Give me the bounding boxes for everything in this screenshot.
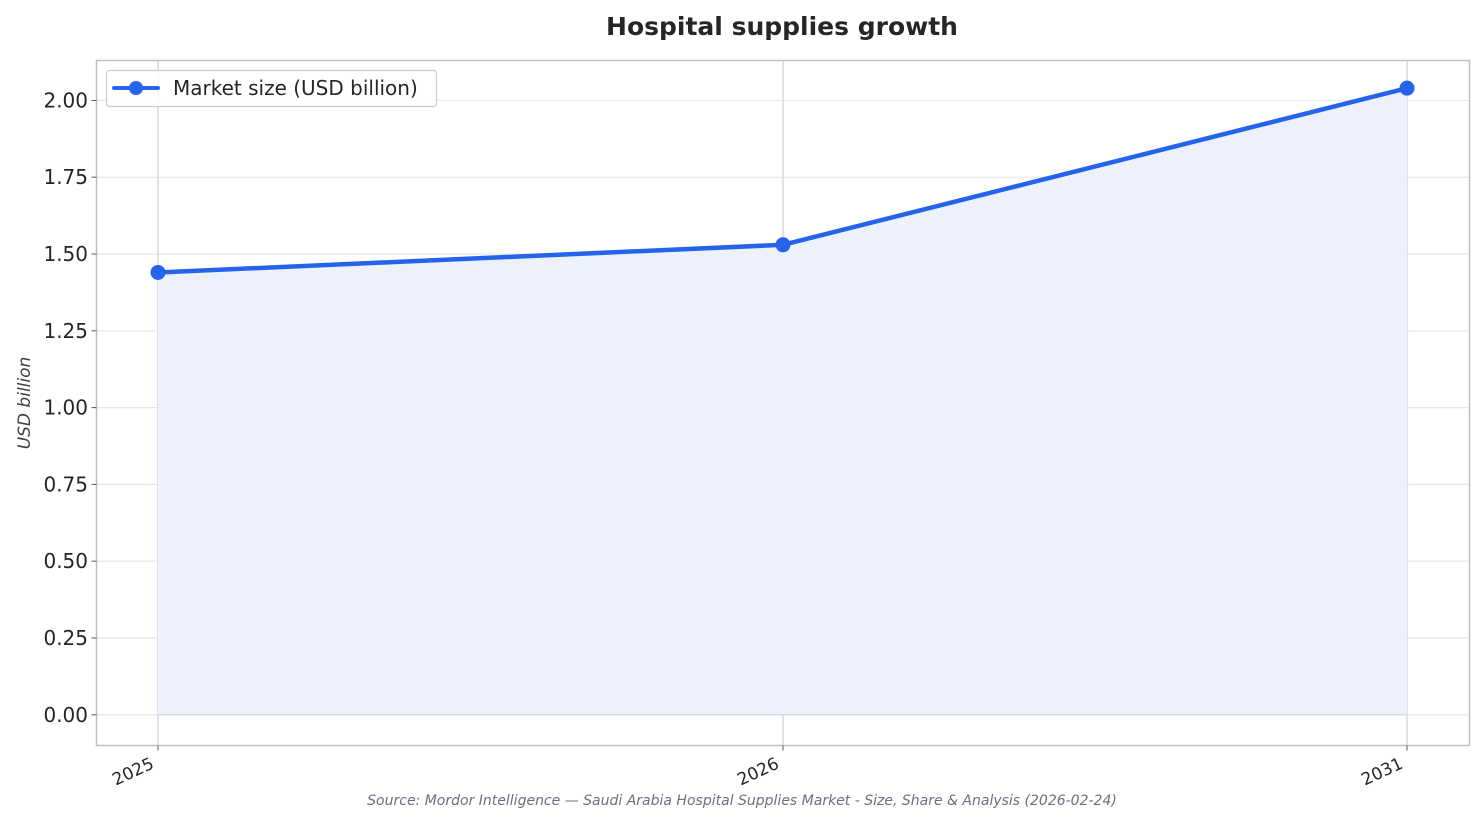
y-axis-ticks: 0.00 0.25 0.50 0.75 1.00 1.25 1.50 1.75 2.00 [43, 88, 97, 727]
area-fill-layer [158, 88, 1407, 716]
y-axis-label: USD billion [15, 357, 35, 450]
source-note: Source: Mordor Intelligence — Saudi Arab… [367, 793, 1117, 809]
y-tick-label: 1.00 [43, 396, 88, 420]
data-point [775, 237, 791, 253]
series-area-fill [158, 88, 1407, 715]
y-tick-label: 0.50 [43, 549, 88, 573]
y-tick-label: 1.25 [43, 319, 88, 343]
y-tick-label: 2.00 [43, 88, 88, 112]
y-tick-label: 0.75 [43, 472, 88, 496]
x-tick-label: 2031 [1358, 754, 1406, 790]
data-point [1399, 80, 1415, 96]
y-tick-label: 1.50 [43, 242, 88, 266]
legend-entry-label: Market size (USD billion) [173, 76, 418, 100]
x-tick-label: 2026 [734, 754, 782, 790]
data-point-layer [150, 80, 1415, 280]
legend: Market size (USD billion) [105, 69, 438, 108]
y-tick-label: 0.25 [43, 626, 88, 650]
y-tick-label: 0.00 [43, 703, 88, 727]
x-axis-ticks: 2025 2026 2031 [109, 745, 1408, 790]
chart-title: Hospital supplies growth [606, 12, 958, 41]
data-point [150, 264, 166, 280]
y-tick-label: 1.75 [43, 165, 88, 189]
x-tick-label: 2025 [109, 754, 157, 790]
legend-box [105, 69, 438, 108]
legend-marker-swatch [129, 81, 143, 95]
